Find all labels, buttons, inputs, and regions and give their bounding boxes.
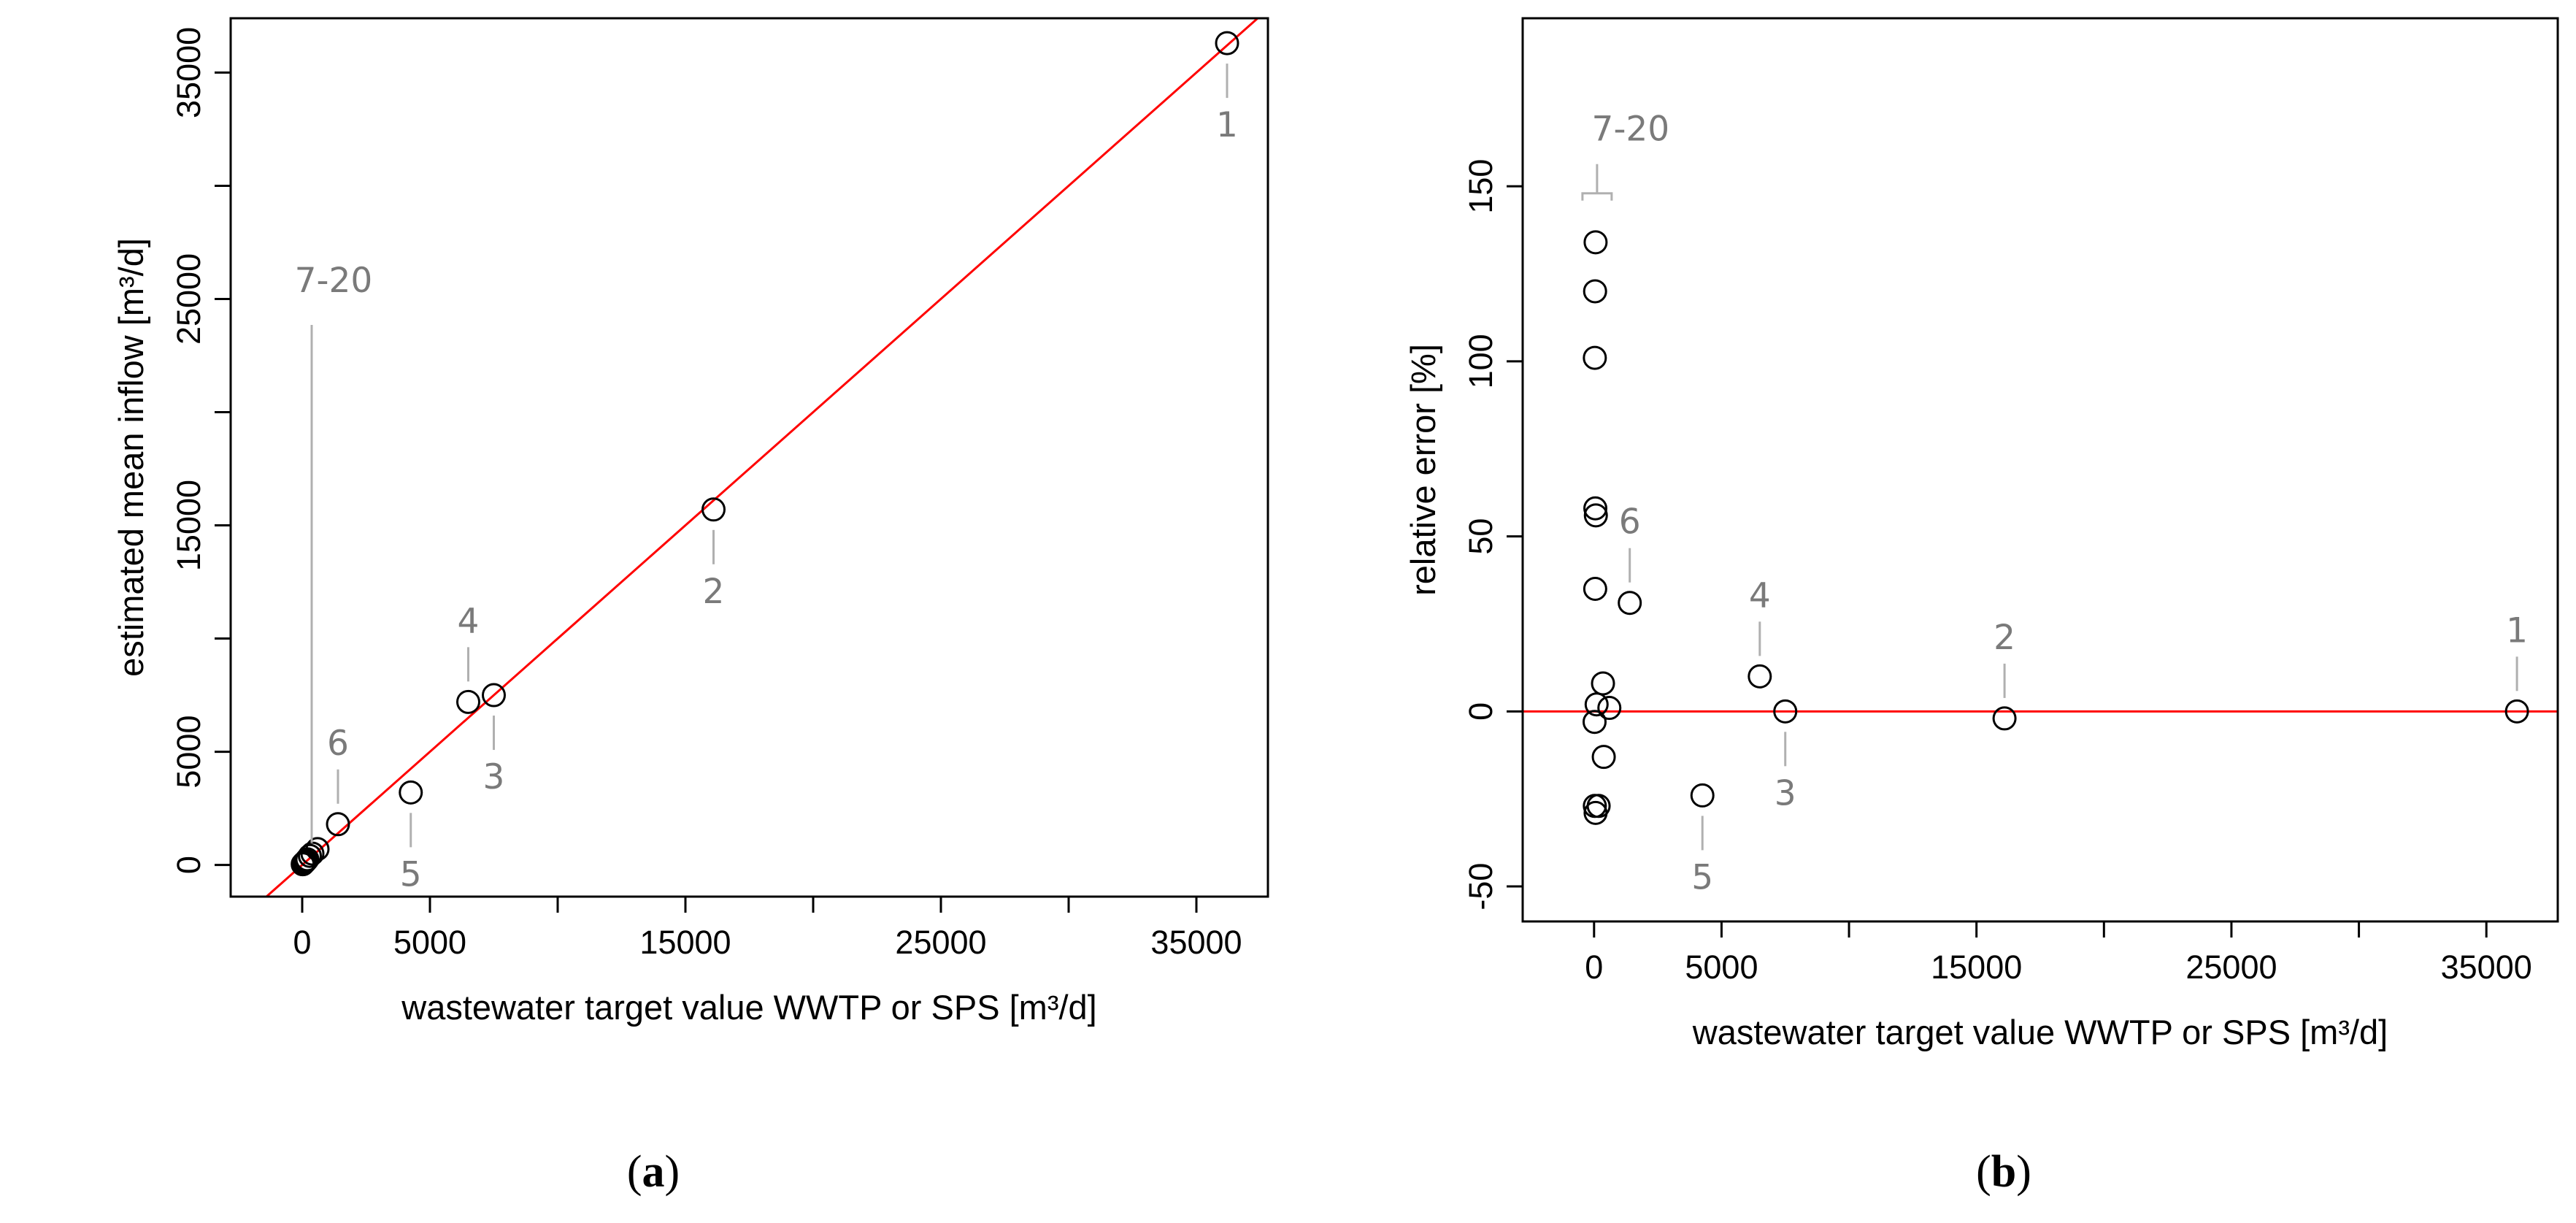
data-point (1773, 699, 1798, 724)
annotation-label: 1 (1216, 105, 1238, 145)
data-point (1618, 591, 1642, 616)
annotation-label: 6 (327, 724, 349, 764)
data-point (1583, 503, 1608, 528)
data-point (1690, 783, 1715, 808)
annotation-label: 3 (483, 757, 505, 797)
y-axis-title: relative error [%] (1404, 344, 1442, 596)
data-point (1584, 692, 1609, 717)
data-point (295, 847, 320, 872)
data-point (1215, 31, 1239, 55)
data-point (291, 852, 315, 877)
panel-a-chart: 0 5000 15000 25000 35000 0 5000 15000 25000 35000… (112, 17, 1269, 1197)
data-point (1583, 345, 1607, 370)
annotation-label: 4 (1749, 575, 1771, 616)
data-point (482, 683, 506, 708)
y-tick-label: 25000 (170, 253, 207, 345)
y-tick-label: 150 (1462, 159, 1499, 214)
data-point (1583, 279, 1607, 304)
data-point (2504, 699, 2529, 724)
data-point (1583, 230, 1608, 255)
reference-line (264, 18, 1260, 897)
panel-b-chart: 0 5000 15000 25000 35000 -50 0 50 100 150 wastewat… (1404, 17, 2559, 1197)
data-point (1992, 706, 2017, 731)
data-point (701, 497, 726, 522)
data-point (326, 812, 350, 837)
data-point (1583, 577, 1607, 602)
data-point (293, 848, 318, 873)
annotation-label: 1 (2506, 610, 2528, 651)
y-tick-label: 5000 (170, 716, 207, 789)
annotation-label: 5 (1691, 857, 1713, 897)
plot-frame (229, 17, 1269, 898)
annotation-bracket (1581, 192, 1613, 201)
data-point (399, 780, 423, 805)
x-tick-label: 35000 (2441, 948, 2532, 986)
x-tick-label: 5000 (1685, 948, 1758, 986)
panel-label: (b) (1976, 1147, 2031, 1197)
y-tick-label: -50 (1462, 863, 1499, 910)
data-point (1582, 710, 1607, 735)
annotation-label: 2 (1993, 618, 2015, 658)
x-tick-label: 15000 (1931, 948, 2022, 986)
data-point (1597, 696, 1622, 721)
y-tick-label: 15000 (170, 480, 207, 571)
y-tick-label: 0 (170, 856, 207, 874)
data-point (1583, 496, 1608, 521)
x-tick-label: 0 (1585, 948, 1603, 986)
x-axis-title: wastewater target value WWTP or SPS [m³/… (401, 988, 1096, 1027)
annotation-label: 7-20 (1592, 110, 1670, 150)
y-tick-label: 0 (1462, 702, 1499, 721)
data-point (1591, 671, 1615, 696)
data-point (1748, 664, 1772, 689)
data-point (1591, 745, 1616, 770)
y-tick-label: 100 (1462, 334, 1499, 388)
x-axis-title: wastewater target value WWTP or SPS [m³/… (1692, 1013, 2388, 1051)
plot-frame (1521, 17, 2559, 923)
data-point (456, 689, 480, 714)
x-tick-label: 25000 (2185, 948, 2277, 986)
x-tick-label: 5000 (393, 924, 466, 961)
data-point (1583, 800, 1608, 825)
annotation-label: 6 (1619, 502, 1641, 543)
x-tick-label: 0 (293, 924, 311, 961)
y-tick-label: 50 (1462, 518, 1499, 555)
y-tick-label: 35000 (170, 27, 207, 118)
x-tick-label: 15000 (639, 924, 731, 961)
annotation-label: 2 (703, 572, 725, 612)
panel-label: (a) (627, 1147, 680, 1197)
y-axis-title: estimated mean inflow [m³/d] (112, 238, 150, 677)
annotation-label: 4 (458, 601, 480, 641)
annotation-label: 3 (1775, 773, 1796, 813)
annotation-label: 5 (400, 854, 422, 894)
annotation-label: 7-20 (295, 261, 373, 301)
data-point (298, 843, 322, 868)
x-tick-label: 25000 (895, 924, 986, 961)
x-tick-label: 35000 (1150, 924, 1242, 961)
